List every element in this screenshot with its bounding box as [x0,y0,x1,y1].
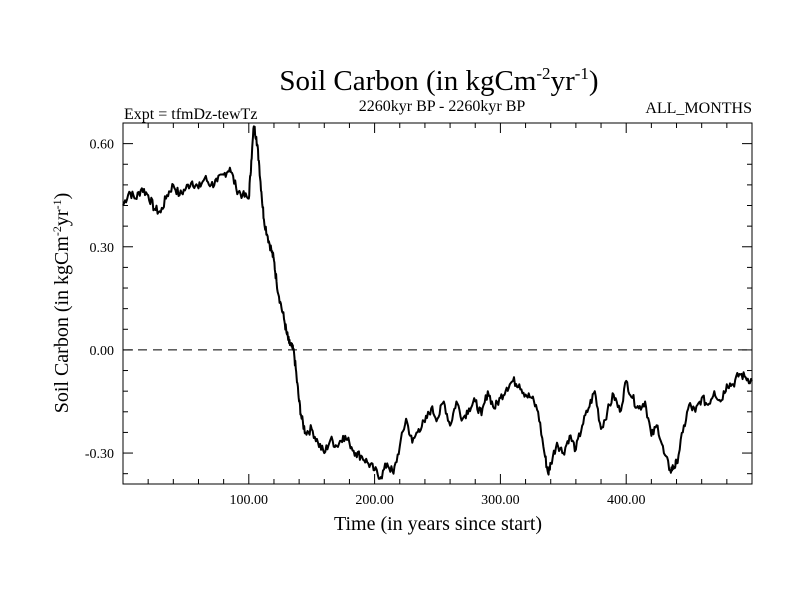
period-label: 2260kyr BP - 2260kyr BP [359,98,526,115]
axis-ticks [123,122,752,484]
y-tick-label: 0.30 [90,241,115,256]
x-tick-label: 100.00 [230,493,269,508]
months-label: ALL_MONTHS [645,100,752,117]
chart-title: Soil Carbon (in kgCm-2yr-1) [279,64,598,97]
y-axis-label: Soil Carbon (in kgCm-2yr-1) [50,193,73,414]
y-tick-label: -0.30 [85,447,114,462]
x-tick-label: 200.00 [355,493,394,508]
plot-frame [122,122,753,485]
experiment-label: Expt = tfmDz-tewTz [124,106,257,123]
x-tick-label: 300.00 [481,493,520,508]
x-tick-label: 400.00 [607,493,646,508]
soil-carbon-series-line [122,125,753,480]
y-tick-label: 0.00 [90,344,115,359]
x-axis-label: Time (in years since start) [334,513,542,535]
y-tick-label: 0.60 [90,138,115,153]
axis-tick-labels: 100.00 200.00 300.00 400.00 -0.30 0.00 0.30 0.6… [85,138,646,508]
